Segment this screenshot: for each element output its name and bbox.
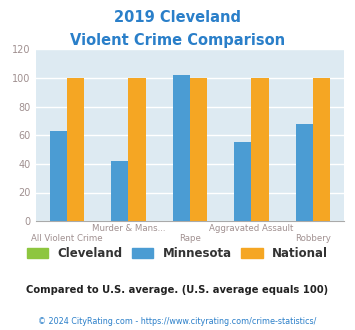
Text: 2019 Cleveland: 2019 Cleveland	[114, 10, 241, 25]
Bar	[190, 78, 207, 221]
Legend: Cleveland, Minnesota, National: Cleveland, Minnesota, National	[23, 244, 332, 264]
Text: © 2024 CityRating.com - https://www.cityrating.com/crime-statistics/: © 2024 CityRating.com - https://www.city…	[38, 317, 317, 326]
Text: Compared to U.S. average. (U.S. average equals 100): Compared to U.S. average. (U.S. average …	[26, 285, 329, 295]
Text: Violent Crime Comparison: Violent Crime Comparison	[70, 33, 285, 48]
Bar	[296, 124, 313, 221]
Bar	[50, 131, 67, 221]
Bar	[129, 78, 146, 221]
Bar	[251, 78, 269, 221]
Bar	[111, 161, 129, 221]
Bar	[173, 75, 190, 221]
Bar	[313, 78, 330, 221]
Bar	[67, 78, 84, 221]
Bar	[234, 143, 251, 221]
